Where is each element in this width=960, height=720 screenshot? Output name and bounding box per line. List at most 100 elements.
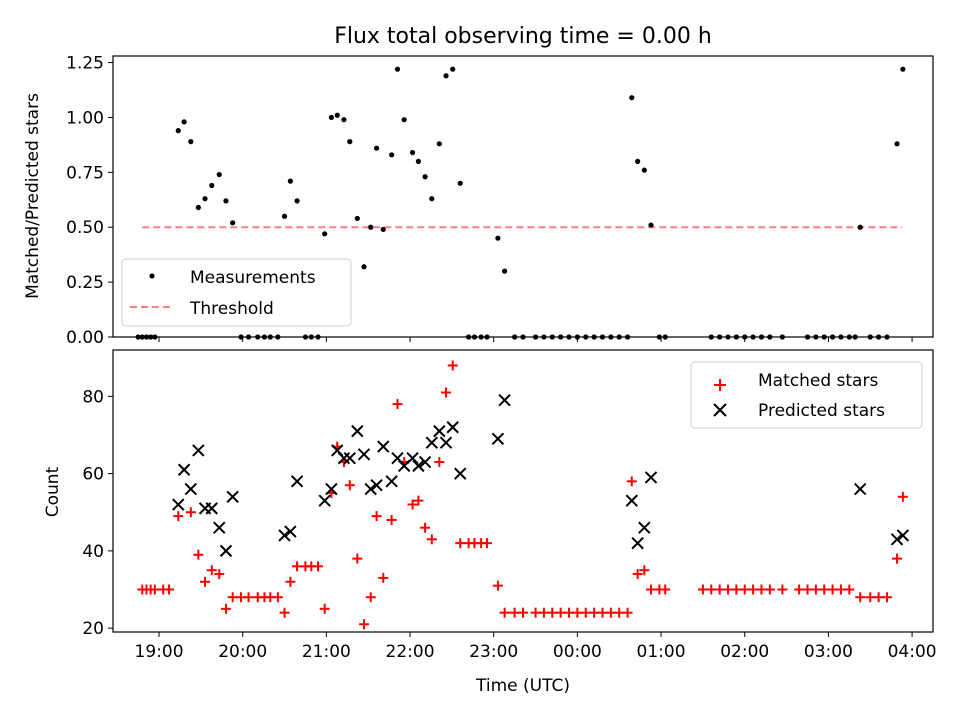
matched-star-point xyxy=(413,495,424,506)
measurement-point xyxy=(641,167,647,173)
matched-star-point xyxy=(865,592,876,603)
matched-star-point xyxy=(881,592,892,603)
measurement-point xyxy=(443,73,449,79)
matched-star-point xyxy=(580,607,591,618)
matched-star-point xyxy=(873,592,884,603)
matched-star-point xyxy=(827,584,838,595)
bottom-xtick-label: 19:00 xyxy=(135,642,184,662)
matched-star-point xyxy=(794,584,805,595)
matched-star-point xyxy=(173,511,184,522)
matched-star-point xyxy=(639,565,650,576)
predicted-star-point xyxy=(364,482,377,496)
bottom-ytick-label: 40 xyxy=(82,542,104,562)
matched-star-point xyxy=(386,514,397,525)
predicted-star-point xyxy=(318,494,331,507)
predicted-star-point xyxy=(213,521,226,534)
top-ytick-label: 0.50 xyxy=(66,218,104,238)
matched-star-point xyxy=(892,553,903,564)
measurement-point xyxy=(354,215,360,222)
predicted-star-point xyxy=(446,421,459,434)
matched-star-point xyxy=(420,522,431,533)
matched-star-point xyxy=(378,572,389,583)
predicted-star-point xyxy=(644,471,658,484)
matched-star-point xyxy=(855,592,866,603)
measurement-point xyxy=(900,66,906,72)
measurement-point xyxy=(501,268,508,274)
predicted-star-point xyxy=(284,525,297,538)
predicted-star-point xyxy=(370,478,383,492)
predicted-star-point xyxy=(177,463,191,476)
measurement-point xyxy=(195,204,201,211)
measurement-point xyxy=(409,149,416,156)
matched-star-point xyxy=(723,584,733,595)
measurement-point xyxy=(415,158,422,164)
top-ytick-label: 1.00 xyxy=(66,108,104,128)
predicted-star-point xyxy=(631,536,644,550)
legend-threshold-label: Threshold xyxy=(189,299,274,319)
measurement-point xyxy=(328,114,334,121)
legend-matched-marker xyxy=(714,379,726,391)
matched-star-point xyxy=(697,584,708,595)
predicted-star-point xyxy=(638,521,651,534)
legend-matched-label: Matched stars xyxy=(758,371,878,391)
matched-star-point xyxy=(632,569,643,580)
predicted-star-point xyxy=(290,475,304,488)
matched-star-point xyxy=(835,584,846,595)
measurement-point xyxy=(368,224,374,230)
matched-star-point xyxy=(810,584,821,595)
predicted-star-point xyxy=(192,444,205,457)
measurement-point xyxy=(216,171,222,178)
matched-star-point xyxy=(518,607,528,618)
measurement-point xyxy=(422,174,428,180)
measurement-point xyxy=(429,196,435,202)
matched-star-point xyxy=(482,538,493,549)
matched-star-point xyxy=(547,607,558,618)
measurement-point xyxy=(635,158,641,164)
matched-star-point xyxy=(352,553,363,564)
bottom-panel: Count Time (UTC) 20 40 60 80 19:00 20:00 21:00… xyxy=(43,349,937,696)
bottom-xtick-label: 02:00 xyxy=(720,642,769,662)
matched-star-point xyxy=(530,607,541,618)
measurement-point xyxy=(209,182,215,189)
legend-predicted-label: Predicted stars xyxy=(758,401,885,421)
matched-star-point xyxy=(193,549,204,560)
measurement-point xyxy=(629,95,635,101)
bottom-legend: Matched stars Predicted stars xyxy=(690,361,923,429)
predicted-star-point xyxy=(433,424,446,438)
predicted-star-point xyxy=(406,451,419,465)
predicted-star-point xyxy=(890,533,904,546)
top-ytick-label: 0.00 xyxy=(66,328,104,348)
matched-star-point xyxy=(492,580,503,591)
bottom-ytick-label: 60 xyxy=(82,465,104,485)
matched-star-point xyxy=(605,607,616,618)
matched-star-point xyxy=(739,584,750,595)
measurement-point xyxy=(401,117,407,123)
matched-star-point xyxy=(564,607,575,618)
measurement-point xyxy=(202,196,208,202)
measurement-point xyxy=(341,117,347,123)
matched-star-point xyxy=(426,534,437,545)
top-legend: Measurements Threshold xyxy=(121,258,352,327)
predicted-star-point xyxy=(325,482,338,496)
measurement-point xyxy=(457,180,463,186)
matched-star-point xyxy=(200,576,211,587)
matched-star-point xyxy=(313,561,323,572)
measurement-point xyxy=(361,264,367,270)
matched-star-point xyxy=(819,584,830,595)
measurement-point xyxy=(294,198,300,204)
matched-star-point xyxy=(227,592,238,603)
predicted-star-point xyxy=(219,544,233,558)
measurement-point xyxy=(281,213,288,219)
predicted-star-point xyxy=(278,529,291,542)
bottom-xtick-label: 22:00 xyxy=(386,642,435,662)
matched-star-point xyxy=(731,584,742,595)
bottom-xlabel: Time (UTC) xyxy=(475,676,570,696)
matched-star-point xyxy=(455,538,466,549)
predicted-star-point xyxy=(343,451,357,465)
bottom-xtick-label: 04:00 xyxy=(888,642,937,662)
matched-star-point xyxy=(441,387,452,398)
bottom-xtick-label: 01:00 xyxy=(637,642,686,662)
matched-star-point xyxy=(777,584,788,595)
